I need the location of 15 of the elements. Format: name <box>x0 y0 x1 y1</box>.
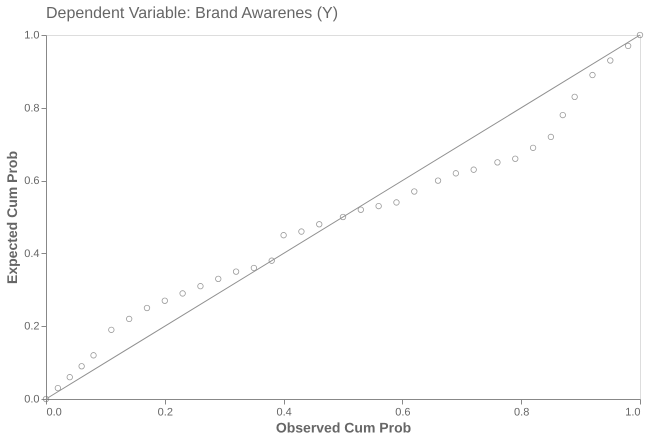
x-tick-label: 1.0 <box>625 406 640 418</box>
y-tick-label: 0.2 <box>24 320 40 333</box>
x-tick-label: 0.4 <box>276 406 292 418</box>
y-tick-label: 0.8 <box>24 102 40 114</box>
x-tick-label: 0.8 <box>514 406 530 418</box>
y-tick-label: 1.0 <box>24 30 40 42</box>
x-tick-label: 0.2 <box>158 406 173 418</box>
x-tick-label: 0.0 <box>46 406 62 418</box>
y-tick-label: 0.4 <box>24 248 40 260</box>
x-axis-title: Observed Cum Prob <box>276 420 412 436</box>
y-axis-title: Expected Cum Prob <box>4 150 20 284</box>
y-tick-label: 0.0 <box>24 394 40 406</box>
y-tick-label: 0.6 <box>24 175 40 188</box>
x-tick-label: 0.6 <box>395 406 411 418</box>
chart-title: Dependent Variable: Brand Awarenes (Y) <box>46 5 338 22</box>
